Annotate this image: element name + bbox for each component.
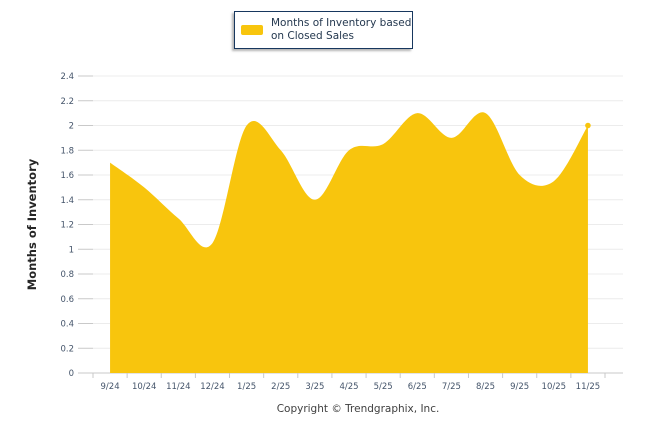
x-tick-label: 10/25 (542, 382, 567, 392)
legend-label-line2: on Closed Sales (271, 30, 354, 42)
y-tick-label: 1.4 (60, 196, 74, 206)
legend-label: Months of Inventory based on Closed Sale… (271, 17, 412, 43)
y-tick-label: 0.4 (60, 320, 74, 330)
x-tick-label: 2/25 (271, 382, 290, 392)
y-tick-label: 2 (69, 122, 74, 132)
y-axis-title: Months of Inventory (25, 158, 39, 290)
x-tick-label: 9/25 (510, 382, 529, 392)
legend-box: Months of Inventory based on Closed Sale… (234, 11, 413, 49)
legend-label-line1: Months of Inventory based (271, 17, 412, 29)
y-tick-label: 2.4 (60, 72, 74, 82)
y-tick-label: 0 (69, 369, 74, 379)
x-tick-label: 3/25 (305, 382, 324, 392)
x-tick-label: 12/24 (200, 382, 225, 392)
x-tick-label: 1/25 (237, 382, 256, 392)
y-tick-label: 1.6 (60, 171, 74, 181)
x-tick-label: 8/25 (476, 382, 495, 392)
y-tick-label: 1.8 (60, 146, 74, 156)
x-tick-label: 10/24 (132, 382, 157, 392)
y-tick-label: 2.2 (60, 97, 74, 107)
y-tick-label: 1.2 (60, 221, 74, 231)
label-layer: 0 0.2 0.4 0.6 0.8 1 1.2 1.4 1.6 1.8 2 2.2 2.4 9/24 10/… (60, 72, 600, 392)
x-tick-label: 11/24 (166, 382, 191, 392)
x-tick-label: 7/25 (442, 382, 461, 392)
copyright-text: Copyright © Trendgraphix, Inc. (276, 403, 440, 415)
y-tick-label: 0.6 (60, 295, 74, 305)
x-tick-label: 11/25 (576, 382, 601, 392)
last-point-marker (585, 122, 591, 129)
x-tick-label: 4/25 (339, 382, 358, 392)
x-tick-label: 9/24 (101, 382, 120, 392)
x-tick-label: 6/25 (408, 382, 427, 392)
y-tick-label: 0.8 (60, 270, 74, 280)
legend-swatch-icon (241, 25, 263, 35)
area-series (110, 112, 588, 373)
y-tick-label: 1 (69, 245, 74, 255)
x-tick-label: 5/25 (374, 382, 393, 392)
y-tick-label: 0.2 (60, 344, 74, 354)
series-layer (110, 112, 591, 373)
